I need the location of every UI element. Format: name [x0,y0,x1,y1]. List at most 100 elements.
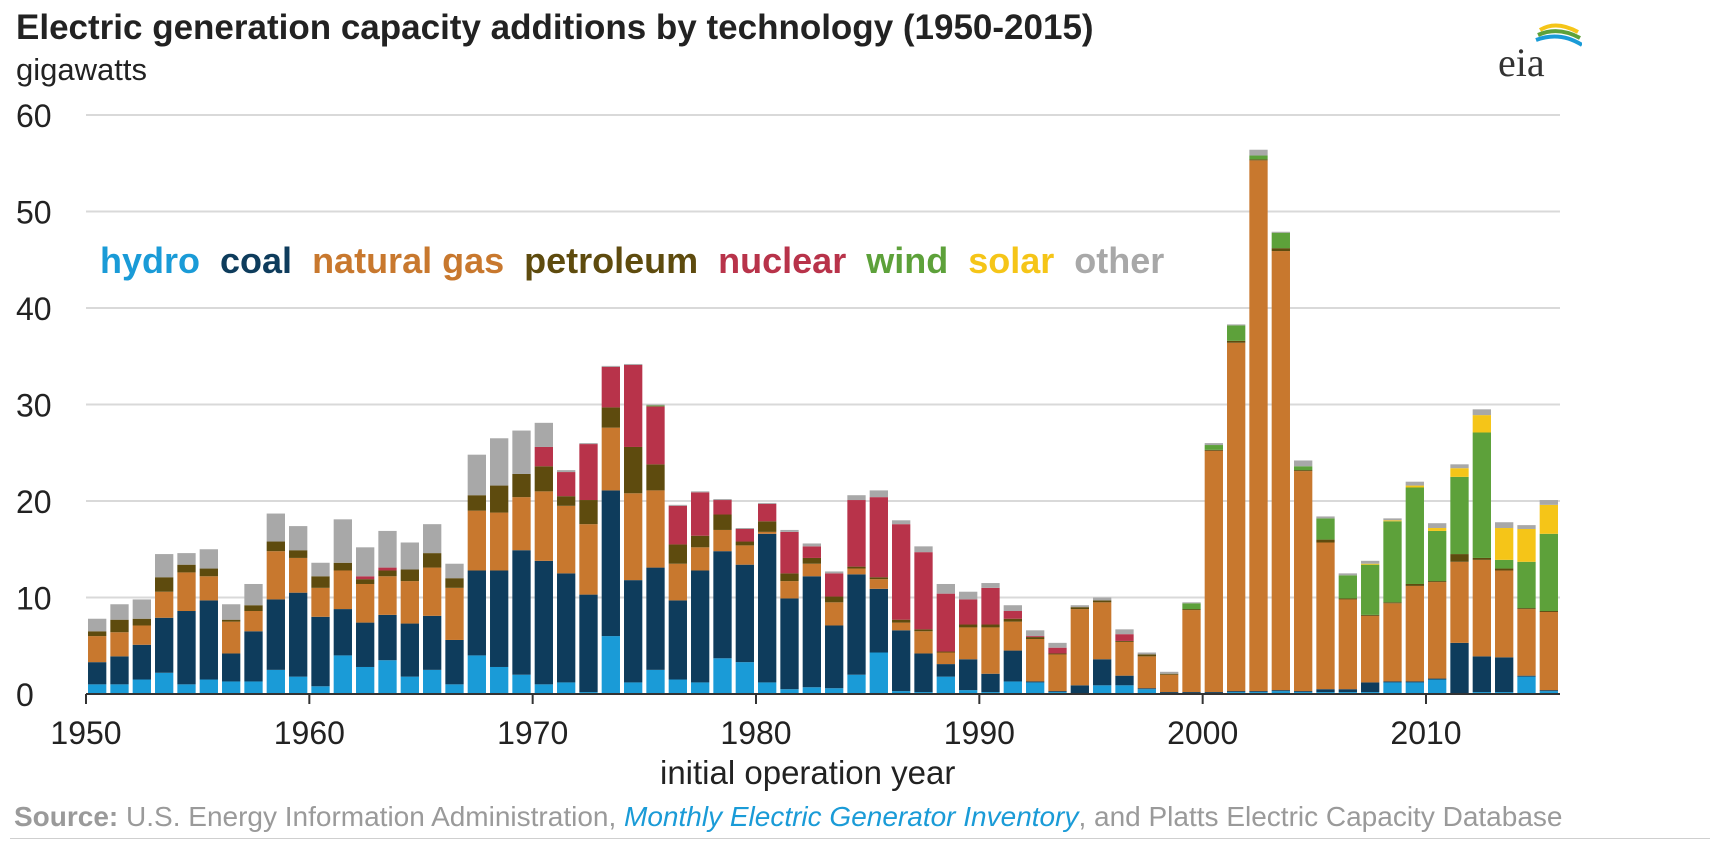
bar-segment-coal-1980 [758,533,777,683]
bar-segment-natural-gas-1992 [1026,638,1045,682]
bar-stack-1974 [624,363,643,694]
bar-segment-coal-2014 [1517,675,1536,677]
bar-stack-1987 [914,546,933,694]
bar-segment-other-2005 [1316,516,1335,519]
bar-segment-natural-gas-2003 [1271,251,1290,691]
bar-segment-coal-2009 [1405,681,1424,683]
bar-segment-hydro-1986 [892,691,911,694]
bar-stack-1992 [1026,630,1045,694]
bar-segment-coal-1996 [1115,675,1134,686]
bar-segment-petroleum-1980 [758,521,777,532]
bar-segment-coal-2001 [1227,691,1246,693]
bar-segment-petroleum-2009 [1405,583,1424,586]
bar-segment-other-2011 [1450,464,1469,469]
bar-segment-petroleum-1963 [378,570,397,577]
bar-segment-hydro-1967 [467,655,486,694]
bar-segment-petroleum-1977 [691,535,710,548]
bar-segment-natural-gas-2010 [1428,582,1447,679]
bar-segment-wind-2004 [1294,466,1313,471]
bar-stack-1972 [579,443,598,694]
y-tick-label: 50 [16,195,52,231]
bar-segment-natural-gas-2007 [1361,615,1380,683]
bar-stack-2008 [1383,518,1402,694]
x-tick-label: 1970 [497,715,568,751]
bar-segment-other-1987 [914,546,933,553]
bar-segment-other-2009 [1405,481,1424,486]
bar-segment-petroleum-1970 [534,466,553,492]
bar-segment-petroleum-1973 [601,407,620,428]
bar-segment-wind-2009 [1405,487,1424,584]
bar-stack-1980 [758,502,777,694]
bar-segment-nuclear-1962 [356,576,375,580]
bar-segment-petroleum-1957 [244,605,263,612]
bar-segment-other-1963 [378,530,397,568]
bar-segment-natural-gas-2015 [1539,611,1558,691]
bar-segment-hydro-1970 [534,684,553,694]
bar-stack-1978 [713,499,732,694]
bar-segment-petroleum-1975 [646,464,665,491]
svg-text:eia: eia [1498,40,1545,85]
bar-segment-natural-gas-2006 [1338,599,1357,690]
bar-segment-petroleum-2002 [1249,159,1268,161]
bar-segment-hydro-2008 [1383,682,1402,694]
bar-segment-natural-gas-1988 [936,652,955,665]
bar-segment-petroleum-1991 [1003,618,1022,622]
bar-stack-1977 [691,491,710,694]
bar-segment-coal-1965 [423,615,442,670]
bar-segment-natural-gas-1953 [155,591,174,618]
bar-stack-2014 [1517,525,1536,694]
bar-segment-nuclear-1976 [668,505,687,545]
bar-stack-2007 [1361,560,1380,694]
bar-stack-1955 [199,549,218,694]
bar-segment-other-2007 [1361,560,1380,564]
bar-segment-coal-1955 [199,600,218,680]
bar-stack-1971 [557,470,576,694]
bar-segment-petroleum-1956 [222,619,241,622]
bar-segment-natural-gas-1954 [177,572,196,612]
bar-segment-other-1967 [467,454,486,496]
source-divider [10,838,1710,839]
bar-segment-hydro-1958 [266,669,285,694]
bar-segment-other-1995 [1093,597,1112,601]
bar-segment-coal-1970 [534,560,553,685]
bar-stack-2003 [1271,231,1290,694]
bar-segment-coal-1958 [266,599,285,670]
bar-segment-coal-2003 [1271,690,1290,692]
source-link[interactable]: Monthly Electric Generator Inventory [624,801,1079,832]
bar-stack-1961 [333,519,352,694]
bar-segment-petroleum-1979 [735,541,754,546]
bar-segment-other-1980 [758,502,777,504]
bar-segment-coal-1966 [445,639,464,685]
bar-segment-hydro-1960 [311,686,330,694]
bar-segment-other-1959 [289,526,308,551]
bar-segment-nuclear-1989 [959,599,978,625]
bar-segment-hydro-1988 [936,676,955,694]
bar-segment-other-1999 [1182,602,1201,604]
bar-segment-hydro-1959 [289,676,308,694]
bar-segment-coal-1973 [601,490,620,637]
bar-segment-coal-1969 [512,550,531,675]
bar-segment-other-2002 [1249,149,1268,156]
bar-segment-hydro-1966 [445,684,464,694]
bar-segment-wind-2002 [1249,155,1268,160]
bar-segment-coal-2012 [1472,656,1491,693]
bar-segment-natural-gas-1965 [423,567,442,616]
chart-title: Electric generation capacity additions b… [16,8,1094,47]
bar-segment-natural-gas-2004 [1294,471,1313,692]
bar-segment-other-2008 [1383,518,1402,521]
bar-segment-other-1964 [400,542,419,570]
bar-stack-1963 [378,530,397,694]
bar-segment-coal-1990 [981,673,1000,693]
bar-segment-natural-gas-1987 [914,631,933,654]
bar-segment-natural-gas-1961 [333,570,352,610]
bar-stack-1953 [155,554,174,694]
bar-segment-natural-gas-1955 [199,576,218,601]
bar-segment-other-2000 [1204,443,1223,446]
bar-stack-1962 [356,547,375,694]
bar-segment-coal-2010 [1428,678,1447,680]
y-tick-label: 30 [16,388,52,424]
bar-segment-natural-gas-1974 [624,493,643,581]
bar-segment-petroleum-1966 [445,578,464,588]
source-text-after: , and Platts Electric Capacity Database [1078,801,1563,832]
